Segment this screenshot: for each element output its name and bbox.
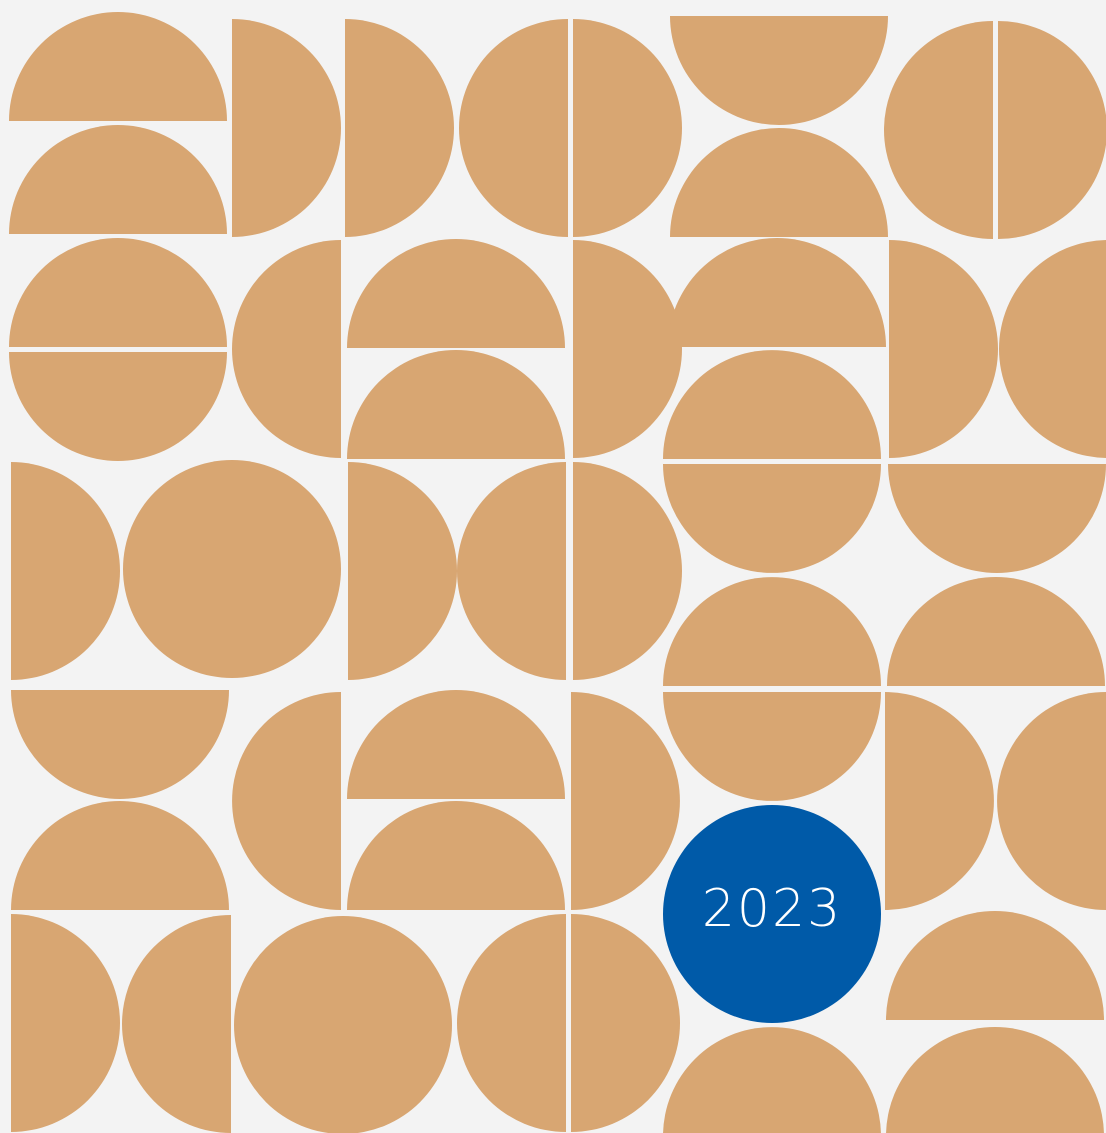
half-disc-left — [459, 19, 568, 237]
half-disc-up — [668, 238, 886, 347]
half-disc-up — [886, 1027, 1104, 1133]
half-disc-tiles — [9, 12, 1106, 1133]
half-disc-right — [11, 462, 120, 680]
half-disc-right — [889, 240, 998, 458]
half-disc-down — [11, 690, 229, 799]
half-disc-up — [663, 577, 881, 686]
half-disc-right — [345, 19, 454, 237]
half-disc-right — [998, 21, 1106, 239]
full-circle — [234, 916, 452, 1133]
half-disc-left — [232, 240, 341, 458]
year-label: 2023 — [702, 879, 842, 939]
half-disc-right — [571, 914, 680, 1132]
half-disc-up — [347, 239, 565, 348]
half-disc-up — [9, 12, 227, 121]
half-disc-down — [9, 352, 227, 461]
half-disc-up — [347, 350, 565, 459]
half-disc-right — [885, 692, 994, 910]
half-disc-up — [9, 238, 227, 347]
half-disc-down — [663, 692, 881, 801]
half-disc-up — [9, 125, 227, 234]
half-disc-up — [887, 577, 1105, 686]
half-disc-up — [670, 128, 888, 237]
full-circle — [123, 460, 341, 678]
half-disc-left — [122, 915, 231, 1133]
half-disc-right — [573, 240, 682, 458]
half-disc-right — [571, 692, 680, 910]
half-disc-down — [888, 464, 1106, 573]
half-disc-down — [663, 464, 881, 573]
half-disc-down — [670, 16, 888, 125]
half-disc-up — [886, 911, 1104, 1020]
half-disc-right — [348, 462, 457, 680]
half-disc-left — [997, 692, 1106, 910]
year-badge: 2023 — [663, 805, 881, 1023]
half-disc-left — [457, 462, 566, 680]
half-disc-right — [573, 462, 682, 680]
half-disc-up — [663, 350, 881, 459]
year-badge-circle — [663, 805, 881, 1023]
half-disc-up — [347, 690, 565, 799]
half-disc-left — [999, 240, 1106, 458]
half-disc-right — [573, 19, 682, 237]
half-disc-up — [11, 801, 229, 910]
half-disc-right — [232, 19, 341, 237]
half-disc-up — [663, 1027, 881, 1133]
half-disc-left — [232, 692, 341, 910]
half-disc-left — [457, 914, 566, 1132]
half-disc-up — [347, 801, 565, 910]
half-disc-left — [884, 21, 993, 239]
half-disc-right — [11, 914, 120, 1132]
